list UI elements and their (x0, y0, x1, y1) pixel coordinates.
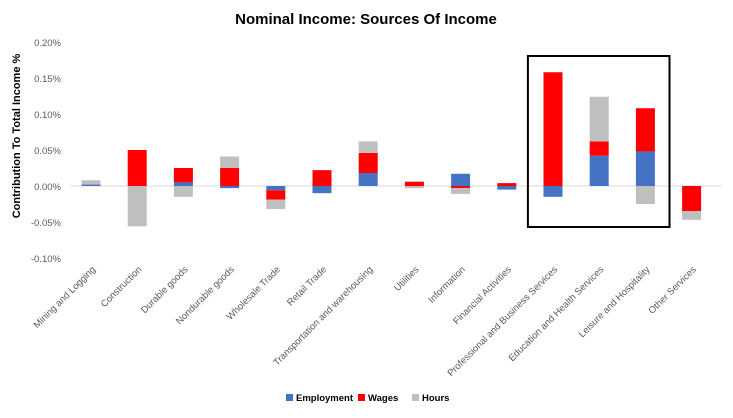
y-tick-label: 0.05% (34, 146, 61, 157)
bar-series-group (81, 72, 702, 227)
legend-label-wages: Wages (368, 393, 398, 404)
highlight-box (526, 55, 671, 228)
bar-employment (81, 184, 101, 186)
bar-wages (358, 152, 378, 174)
x-category-label: Durable goods (139, 264, 191, 316)
bar-hours (173, 186, 193, 197)
bar-employment (451, 173, 471, 186)
bar-hours (127, 186, 147, 227)
x-category-label: Utilities (392, 264, 422, 294)
highlight-box-group (526, 55, 671, 228)
y-axis-ticks: -0.10% -0.05% 0.00% 0.05% 0.10% 0.15% 0.20% (31, 38, 62, 265)
y-tick-label: 0.00% (34, 182, 61, 193)
bar-hours (682, 211, 702, 220)
bar-wages (173, 168, 193, 183)
bar-hours (635, 186, 655, 204)
bar-employment (312, 186, 332, 194)
bar-wages (404, 181, 424, 186)
bar-hours (451, 188, 471, 194)
y-tick-label: 0.15% (34, 74, 61, 85)
x-category-label: Mining and Logging (32, 264, 98, 330)
y-tick-label: 0.20% (34, 38, 61, 49)
x-category-label: Information (426, 264, 467, 305)
bar-employment (635, 151, 655, 186)
y-axis-label: Contribution To Total Income % (11, 53, 23, 218)
legend-swatch-hours (412, 394, 419, 401)
bar-hours (220, 156, 240, 168)
x-category-label: Other Services (647, 264, 699, 316)
x-category-label: Transportation and warehousing (271, 264, 375, 368)
x-category-label: Education and Health Services (507, 264, 607, 364)
bar-wages (589, 141, 609, 156)
bar-employment (358, 173, 378, 186)
bar-employment (589, 155, 609, 186)
bar-hours (589, 96, 609, 142)
y-tick-label: -0.05% (31, 218, 62, 229)
bar-wages (497, 183, 517, 186)
bar-hours (358, 141, 378, 153)
legend-swatch-wages (358, 394, 365, 401)
legend-label-employment: Employment (296, 393, 354, 404)
bar-wages (312, 170, 332, 186)
bar-hours (266, 199, 286, 210)
bar-employment (543, 186, 563, 197)
bar-wages (635, 108, 655, 152)
bar-hours (404, 186, 424, 189)
y-tick-label: 0.10% (34, 110, 61, 121)
bar-wages (543, 72, 563, 186)
bar-wages (220, 168, 240, 186)
legend-swatch-employment (286, 394, 293, 401)
y-tick-label: -0.10% (31, 254, 62, 265)
bar-wages (266, 190, 286, 200)
bar-employment (173, 182, 193, 186)
chart-title: Nominal Income: Sources Of Income (235, 11, 497, 28)
legend: Employment Wages Hours (286, 393, 449, 404)
legend-label-hours: Hours (422, 393, 449, 404)
bar-wages (682, 186, 702, 212)
x-category-label: Construction (99, 264, 144, 309)
x-category-label: Retail Trade (285, 264, 329, 308)
bar-employment (497, 186, 517, 190)
bar-employment (220, 186, 240, 189)
bar-wages (127, 150, 147, 186)
bar-hours (81, 180, 101, 185)
bar-wages (451, 186, 471, 189)
bar-employment (266, 186, 286, 191)
